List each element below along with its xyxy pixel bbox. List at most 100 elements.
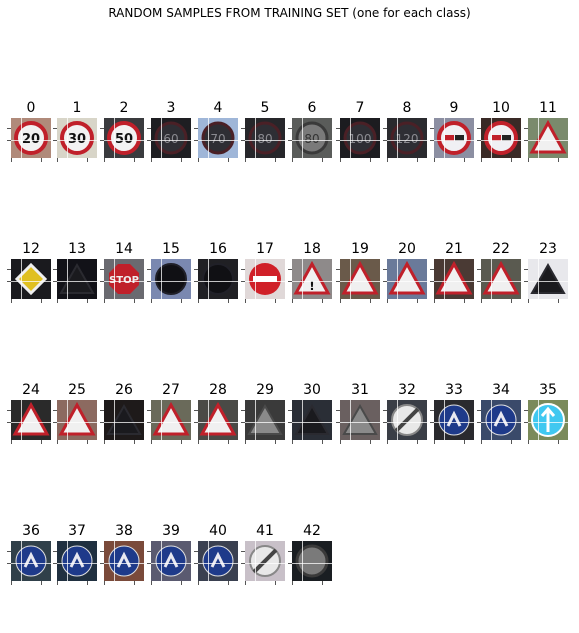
svg-text:120: 120 [396, 132, 419, 146]
sample-37: 37 [53, 523, 103, 587]
class-label: 39 [162, 523, 180, 539]
sample-21: 21 [430, 241, 480, 305]
svg-text:30: 30 [68, 132, 86, 147]
class-label: 37 [68, 523, 86, 539]
sign-image [151, 259, 191, 299]
sample-19: 19 [336, 241, 386, 305]
svg-text:80: 80 [304, 132, 319, 146]
sign-image [151, 400, 191, 440]
sample-31: 31 [336, 382, 386, 446]
class-label: 7 [355, 100, 365, 116]
sign-image [434, 400, 474, 440]
sign-image [245, 259, 285, 299]
sample-40: 40 [194, 523, 244, 587]
sample-3: 3 60 [147, 100, 197, 164]
class-label: 28 [209, 382, 227, 398]
sign-image [434, 118, 474, 158]
sample-36: 36 [7, 523, 57, 587]
sample-0: 0 20 [7, 100, 57, 164]
class-label: 25 [68, 382, 86, 398]
svg-text:STOP: STOP [109, 275, 139, 286]
sample-38: 38 [100, 523, 150, 587]
class-label: 23 [539, 241, 557, 257]
sample-8: 8 120 [383, 100, 433, 164]
sign-image [57, 400, 97, 440]
sample-1: 1 30 [53, 100, 103, 164]
sample-32: 32 [383, 382, 433, 446]
figure-title: RANDOM SAMPLES FROM TRAINING SET (one fo… [108, 6, 471, 20]
class-label: 18 [303, 241, 321, 257]
sample-17: 17 [241, 241, 291, 305]
class-label: 6 [307, 100, 317, 116]
class-label: 12 [22, 241, 40, 257]
sample-12: 12 [7, 241, 57, 305]
sign-image [340, 259, 380, 299]
class-label: 35 [539, 382, 557, 398]
class-label: 4 [213, 100, 223, 116]
class-label: 14 [115, 241, 133, 257]
sign-image [104, 400, 144, 440]
sign-image [11, 259, 51, 299]
sign-image [57, 259, 97, 299]
sign-image [528, 118, 568, 158]
class-label: 33 [445, 382, 463, 398]
sign-image [528, 259, 568, 299]
sample-28: 28 [194, 382, 244, 446]
sample-39: 39 [147, 523, 197, 587]
sample-7: 7 100 [336, 100, 386, 164]
sign-image [198, 541, 238, 581]
sample-22: 22 [477, 241, 527, 305]
sign-image: 120 [387, 118, 427, 158]
sample-24: 24 [7, 382, 57, 446]
svg-text:80: 80 [257, 132, 272, 146]
sign-image: 20 [11, 118, 51, 158]
sign-image [340, 400, 380, 440]
sign-image [11, 541, 51, 581]
class-label: 2 [119, 100, 129, 116]
sample-4: 4 70 [194, 100, 244, 164]
class-label: 22 [492, 241, 510, 257]
sample-18: 18 ! [288, 241, 338, 305]
sample-26: 26 [100, 382, 150, 446]
sign-image [292, 541, 332, 581]
sign-image [481, 118, 521, 158]
class-label: 8 [402, 100, 412, 116]
sample-30: 30 [288, 382, 338, 446]
sign-image: 80 [292, 118, 332, 158]
svg-text:20: 20 [22, 132, 40, 147]
svg-text:70: 70 [210, 132, 225, 146]
sample-11: 11 [524, 100, 574, 164]
sample-14: 14 STOP [100, 241, 150, 305]
sample-13: 13 [53, 241, 103, 305]
class-label: 26 [115, 382, 133, 398]
svg-text:!: ! [309, 279, 314, 293]
svg-text:50: 50 [115, 132, 133, 147]
sample-16: 16 [194, 241, 244, 305]
sample-35: 35 [524, 382, 574, 446]
class-label: 0 [26, 100, 36, 116]
sign-image [387, 259, 427, 299]
sign-image: STOP [104, 259, 144, 299]
sign-image: 60 [151, 118, 191, 158]
class-label: 41 [256, 523, 274, 539]
class-label: 24 [22, 382, 40, 398]
sample-25: 25 [53, 382, 103, 446]
sign-image [104, 541, 144, 581]
svg-text:60: 60 [163, 132, 178, 146]
class-label: 16 [209, 241, 227, 257]
class-label: 36 [22, 523, 40, 539]
sample-6: 6 80 [288, 100, 338, 164]
sample-2: 2 50 [100, 100, 150, 164]
sign-image [11, 400, 51, 440]
class-label: 29 [256, 382, 274, 398]
class-label: 9 [449, 100, 459, 116]
class-label: 17 [256, 241, 274, 257]
sign-image: 50 [104, 118, 144, 158]
sign-image: 70 [198, 118, 238, 158]
sign-image [245, 400, 285, 440]
sample-29: 29 [241, 382, 291, 446]
class-label: 38 [115, 523, 133, 539]
sign-image [434, 259, 474, 299]
class-label: 5 [260, 100, 270, 116]
sign-image: 100 [340, 118, 380, 158]
